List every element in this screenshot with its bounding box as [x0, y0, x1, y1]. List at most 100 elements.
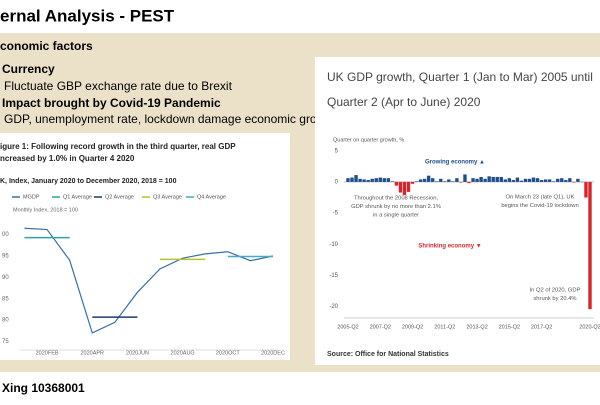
bar	[487, 176, 491, 182]
bar	[499, 176, 503, 182]
x-tick-label: 2017-Q2	[531, 324, 552, 330]
legend-label: MGDP	[23, 194, 40, 200]
bar	[519, 180, 524, 182]
bar	[398, 181, 403, 193]
bar	[588, 181, 592, 310]
bar	[491, 176, 495, 182]
bar	[507, 178, 512, 182]
source: Source: Office for National Statistics	[327, 351, 449, 358]
x-tick-label: 2015-Q2	[499, 324, 520, 330]
bar	[439, 178, 443, 182]
bullet: Fluctuate GBP exchange rate due to Brexi…	[4, 79, 233, 93]
bar	[511, 180, 516, 182]
y-tick-label: 85	[2, 296, 9, 302]
bullet: GDP, unemployment rate, lockdown damage …	[4, 112, 335, 126]
bar	[435, 181, 439, 182]
bar	[378, 177, 382, 182]
annotation: GDP shrunk by no more than 2.1%	[351, 204, 441, 210]
y-tick-label: 90	[2, 275, 9, 281]
bar	[362, 179, 366, 182]
annotation: Growing economy ▲	[425, 160, 485, 166]
bar	[552, 181, 556, 182]
bar	[410, 181, 415, 184]
bar	[471, 178, 475, 182]
bar	[350, 177, 354, 182]
footer: Xing 10368001	[2, 381, 85, 395]
bar	[346, 178, 350, 182]
series-line	[24, 227, 274, 334]
chart-title: igure 1: Following record growth in the …	[0, 142, 236, 151]
bar	[495, 176, 499, 182]
bar	[479, 176, 483, 182]
bar	[374, 178, 378, 182]
y-tick-label: -20	[329, 304, 338, 310]
bar	[358, 178, 362, 182]
y-tick-label: 00	[2, 232, 9, 238]
bar	[539, 180, 544, 182]
y-tick-label: 75	[2, 339, 9, 345]
bar	[467, 181, 471, 184]
bar	[443, 181, 447, 182]
bar	[515, 177, 520, 182]
chart-title: Quarter 2 (Apr to June) 2020	[327, 95, 481, 109]
bar	[447, 179, 451, 182]
chart-title: UK GDP growth, Quarter 1 (Jan to Mar) 20…	[327, 70, 593, 84]
x-tick-label: 2020JUN	[126, 350, 149, 356]
bar	[535, 178, 540, 182]
bar	[556, 178, 560, 182]
legend-label: Q4 Average	[197, 194, 226, 200]
bar	[354, 175, 358, 182]
x-tick-label: 2020AUG	[171, 350, 195, 356]
legend-label: Q3 Average	[153, 194, 182, 200]
y-tick-label: -15	[329, 273, 338, 279]
bar	[503, 179, 507, 182]
x-tick-label: 2020DEC	[261, 350, 285, 356]
bar	[426, 175, 431, 182]
bar	[390, 181, 395, 182]
bar	[370, 178, 374, 182]
bar	[431, 178, 435, 182]
y-tick-label: 0	[335, 179, 339, 185]
x-tick-label: 2020FEB	[36, 350, 59, 356]
bar	[584, 181, 588, 198]
bar	[543, 179, 548, 182]
bar	[414, 181, 419, 182]
bar	[366, 180, 370, 182]
bar	[564, 180, 568, 182]
bar	[463, 174, 467, 182]
x-tick-label: 2007-Q2	[370, 324, 391, 330]
x-tick-label: 2011-Q2	[434, 324, 455, 330]
bar	[568, 178, 572, 182]
bar	[455, 178, 459, 182]
annotation: In Q2 of 2020, GDP	[530, 288, 581, 294]
bar	[451, 181, 455, 182]
x-tick-label: 2013-Q2	[466, 324, 487, 330]
bar	[483, 178, 487, 182]
y-tick-label: 95	[2, 254, 9, 260]
y-tick-label: 5	[335, 148, 339, 154]
bar	[459, 181, 463, 183]
bar	[572, 181, 576, 183]
bar	[382, 178, 386, 182]
x-tick-label: 2020-Q2	[579, 324, 600, 330]
chart-subtitle: K, Index, January 2020 to December 2020,…	[0, 178, 177, 185]
bar	[402, 181, 407, 196]
left-chart-panel	[0, 133, 290, 360]
bar	[527, 178, 532, 182]
annotation: On March 23 (late Q1), UK	[506, 195, 575, 201]
y-tick-label: -5	[333, 211, 339, 217]
x-tick-label: 2020APR	[80, 350, 104, 356]
bar	[531, 177, 536, 182]
bar	[422, 178, 427, 182]
bar	[576, 178, 580, 182]
right-chart-panel	[315, 57, 600, 365]
y-axis-label: Quarter on quarter growth, %	[333, 137, 404, 143]
x-tick-label: 2020OCT	[216, 350, 240, 356]
bar	[406, 181, 411, 192]
heading: conomic factors	[0, 39, 93, 53]
bullet: Impact brought by Covid-19 Pandemic	[2, 96, 221, 110]
y-tick-label: 80	[2, 318, 9, 324]
bar	[394, 181, 399, 186]
bar	[523, 178, 528, 182]
x-tick-label: 2005-Q2	[337, 324, 358, 330]
